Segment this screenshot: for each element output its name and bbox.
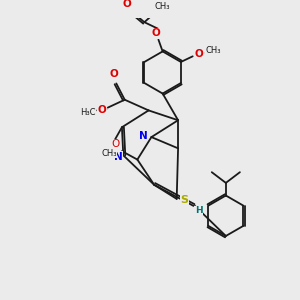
- Text: CH₃: CH₃: [205, 46, 221, 55]
- Text: O: O: [194, 49, 203, 58]
- Text: N: N: [114, 152, 123, 162]
- Text: H: H: [195, 206, 203, 215]
- Text: O: O: [112, 139, 120, 149]
- Text: N: N: [139, 131, 148, 141]
- Text: O: O: [97, 105, 106, 115]
- Text: O: O: [151, 28, 160, 38]
- Text: CH₃: CH₃: [155, 2, 170, 11]
- Text: H₃C: H₃C: [80, 108, 96, 117]
- Text: CH₃: CH₃: [101, 148, 117, 158]
- Text: O: O: [123, 0, 131, 9]
- Text: S: S: [181, 195, 189, 205]
- Text: O: O: [109, 70, 118, 80]
